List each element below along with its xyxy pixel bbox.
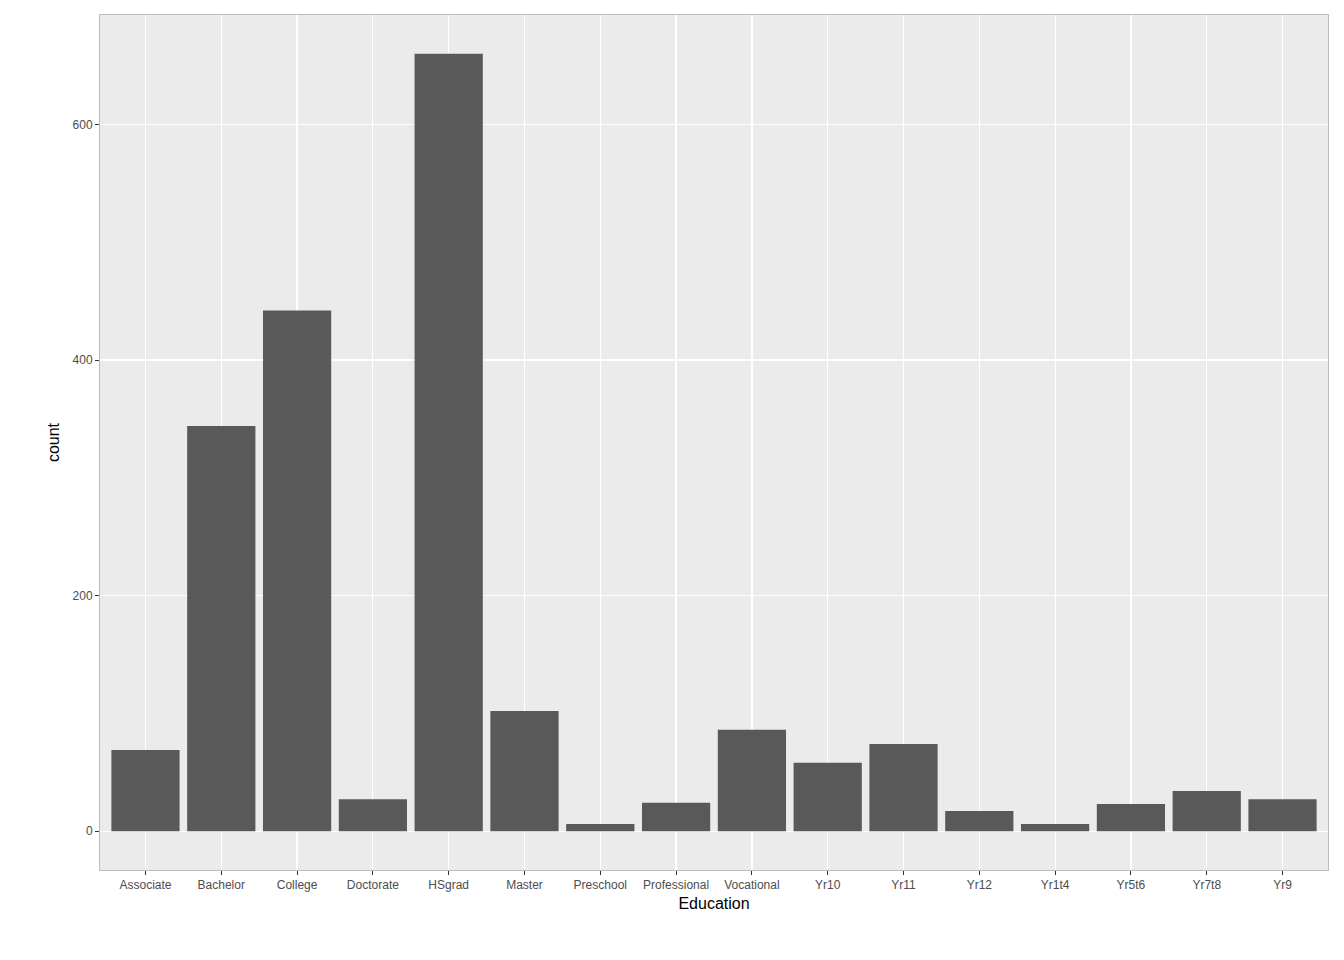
svg-text:Master: Master	[506, 878, 543, 892]
svg-text:count: count	[45, 422, 62, 462]
svg-text:Yr12: Yr12	[967, 878, 993, 892]
svg-text:Bachelor: Bachelor	[198, 878, 245, 892]
svg-text:Yr7t8: Yr7t8	[1192, 878, 1221, 892]
svg-text:Doctorate: Doctorate	[347, 878, 399, 892]
svg-text:0: 0	[86, 824, 93, 838]
svg-text:Vocational: Vocational	[724, 878, 779, 892]
svg-text:200: 200	[73, 589, 93, 603]
svg-text:Yr9: Yr9	[1273, 878, 1292, 892]
svg-text:400: 400	[73, 353, 93, 367]
svg-text:600: 600	[73, 118, 93, 132]
svg-text:Yr5t6: Yr5t6	[1117, 878, 1146, 892]
svg-text:Associate: Associate	[119, 878, 171, 892]
svg-text:Yr10: Yr10	[815, 878, 841, 892]
svg-text:Education: Education	[678, 895, 749, 912]
svg-text:College: College	[277, 878, 318, 892]
svg-text:Yr11: Yr11	[891, 878, 916, 892]
svg-text:Professional: Professional	[643, 878, 709, 892]
svg-text:Yr1t4: Yr1t4	[1041, 878, 1070, 892]
svg-text:Preschool: Preschool	[574, 878, 627, 892]
svg-text:HSgrad: HSgrad	[428, 878, 469, 892]
